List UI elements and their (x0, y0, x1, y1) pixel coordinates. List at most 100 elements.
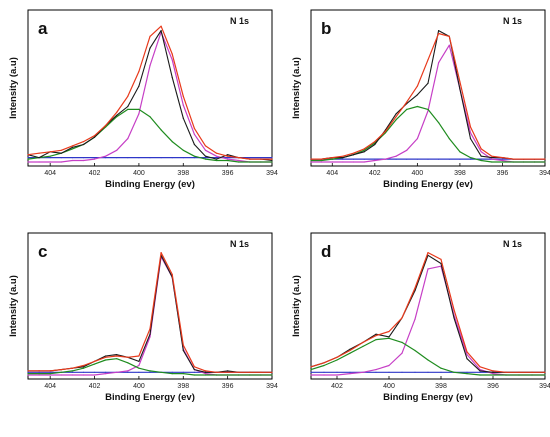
data-point (466, 354, 468, 356)
data-point (363, 148, 365, 150)
data-point (479, 371, 481, 373)
data-point (374, 159, 376, 162)
data-point (149, 65, 151, 67)
data-point (331, 157, 333, 159)
data-point (491, 158, 493, 160)
data-point (414, 318, 416, 320)
series-fit-line (27, 25, 272, 160)
data-point (323, 362, 325, 364)
data-point (38, 157, 40, 159)
series-component-line (311, 265, 545, 376)
data-point (215, 374, 218, 376)
data-point (227, 159, 229, 162)
data-point (448, 138, 450, 140)
data-point (505, 371, 507, 373)
data-point (38, 161, 40, 163)
x-tick-label: 394 (539, 383, 550, 390)
series-component-line (28, 256, 272, 376)
data-point (352, 154, 355, 156)
data-point (505, 374, 507, 376)
data-point (544, 371, 546, 373)
data-point (127, 362, 129, 364)
data-point (193, 369, 195, 371)
data-point (414, 290, 416, 292)
x-tick-label: 396 (222, 170, 234, 177)
series-component-line (311, 44, 545, 163)
data-point (469, 126, 472, 128)
data-point (27, 158, 29, 160)
data-point (416, 158, 418, 160)
data-point (204, 149, 207, 151)
x-tick-label: 400 (412, 170, 424, 177)
data-point (466, 358, 468, 360)
data-point (544, 161, 546, 163)
data-point (138, 355, 140, 357)
data-point (27, 157, 29, 159)
peak-annotation: N 1s (503, 239, 522, 249)
data-point (323, 371, 325, 373)
data-point (388, 330, 390, 333)
data-point (60, 152, 62, 154)
data-point (321, 158, 323, 160)
data-point (438, 122, 440, 124)
data-point (414, 371, 416, 373)
data-point (149, 157, 151, 159)
data-point (160, 25, 162, 27)
data-point (160, 157, 162, 159)
x-tick-label: 394 (266, 170, 278, 177)
data-point (227, 154, 229, 156)
data-point (362, 341, 364, 343)
data-point (492, 373, 494, 375)
data-point (401, 352, 403, 354)
data-point (105, 157, 107, 159)
data-point (49, 155, 51, 157)
data-point (71, 157, 73, 159)
data-point (160, 371, 162, 373)
data-point (384, 158, 387, 160)
data-point (27, 373, 29, 375)
data-point (533, 161, 536, 163)
data-point (238, 161, 240, 163)
panel-b: 404 402 400 398 396 394 Binding Energy (ev) Int… (291, 9, 550, 190)
data-point (171, 76, 173, 78)
data-point (171, 141, 173, 143)
x-tick-label: 398 (177, 383, 189, 390)
data-point (116, 354, 118, 356)
data-point (323, 364, 325, 367)
data-point (116, 116, 118, 118)
data-point (310, 369, 312, 371)
data-point (227, 371, 229, 373)
data-point (349, 348, 351, 350)
panel-letter: c (38, 242, 47, 261)
data-point (105, 373, 107, 375)
data-point (215, 155, 218, 157)
x-tick-label: 402 (89, 383, 101, 390)
data-point (323, 374, 325, 376)
data-point (349, 371, 351, 373)
x-tick-label: 400 (383, 383, 395, 390)
data-point (182, 95, 184, 97)
data-point (427, 82, 429, 84)
data-point (38, 152, 40, 154)
y-axis-title: Intensity (a.u) (8, 275, 19, 337)
data-point (49, 371, 51, 373)
data-point (171, 371, 173, 373)
x-tick-label: 404 (326, 170, 338, 177)
series-fit-line (28, 252, 272, 373)
x-tick-label: 404 (44, 383, 56, 390)
data-point (453, 371, 455, 373)
data-point (116, 111, 118, 113)
data-point (349, 373, 351, 375)
data-point (438, 32, 440, 35)
data-point (375, 335, 377, 337)
data-point (27, 154, 29, 156)
data-point (491, 161, 493, 163)
data-point (260, 161, 262, 163)
data-point (149, 370, 151, 372)
data-point (480, 159, 482, 162)
data-point (440, 371, 442, 373)
data-point (127, 138, 129, 140)
data-point (459, 151, 461, 153)
data-point (453, 317, 455, 319)
data-point (127, 108, 129, 110)
